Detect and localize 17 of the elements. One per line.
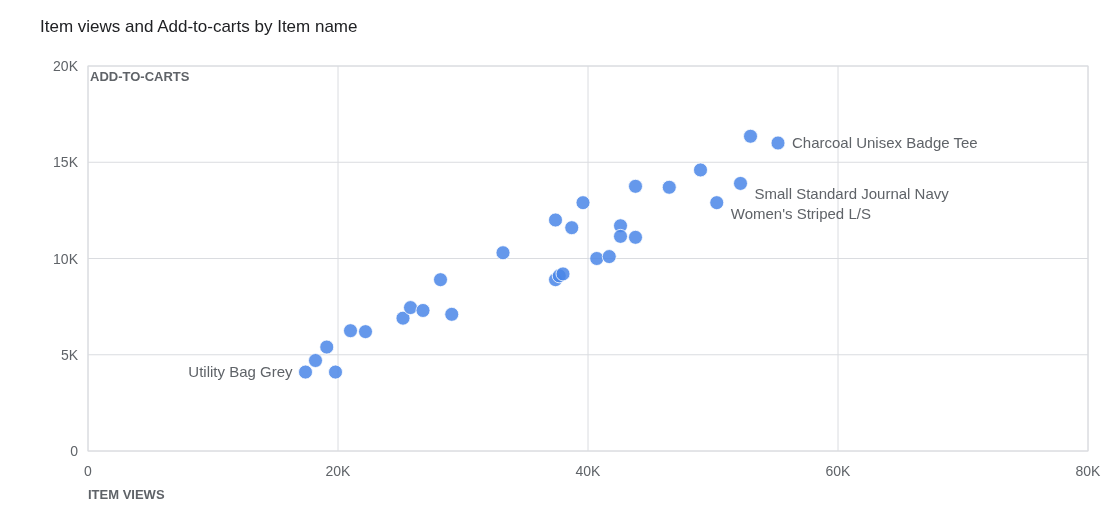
y-tick-label: 20K <box>53 58 79 74</box>
x-tick-label: 60K <box>825 463 852 479</box>
y-tick-label: 15K <box>53 154 79 171</box>
annotation: Utility Bag Grey <box>188 363 293 381</box>
chart-title: Item views and Add-to-carts by Item name <box>40 17 358 36</box>
annotation: Small Standard Journal Navy <box>754 185 950 203</box>
y-tick-label: 0 <box>70 443 79 459</box>
x-axis-title: ITEM VIEWS <box>88 487 165 502</box>
y-axis-title: ADD-TO-CARTS <box>90 69 190 84</box>
annotation: Women's Striped L/S <box>730 204 871 222</box>
y-tick-label: 10K <box>53 250 79 267</box>
annotation: Charcoal Unisex Badge Tee <box>792 134 978 151</box>
x-tick-label: 40K <box>575 463 602 479</box>
x-tick-label: 20K <box>325 463 352 479</box>
x-tick-label: 0 <box>84 463 93 479</box>
y-tick-label: 5K <box>60 346 79 363</box>
x-tick-label: 80K <box>1075 463 1102 479</box>
